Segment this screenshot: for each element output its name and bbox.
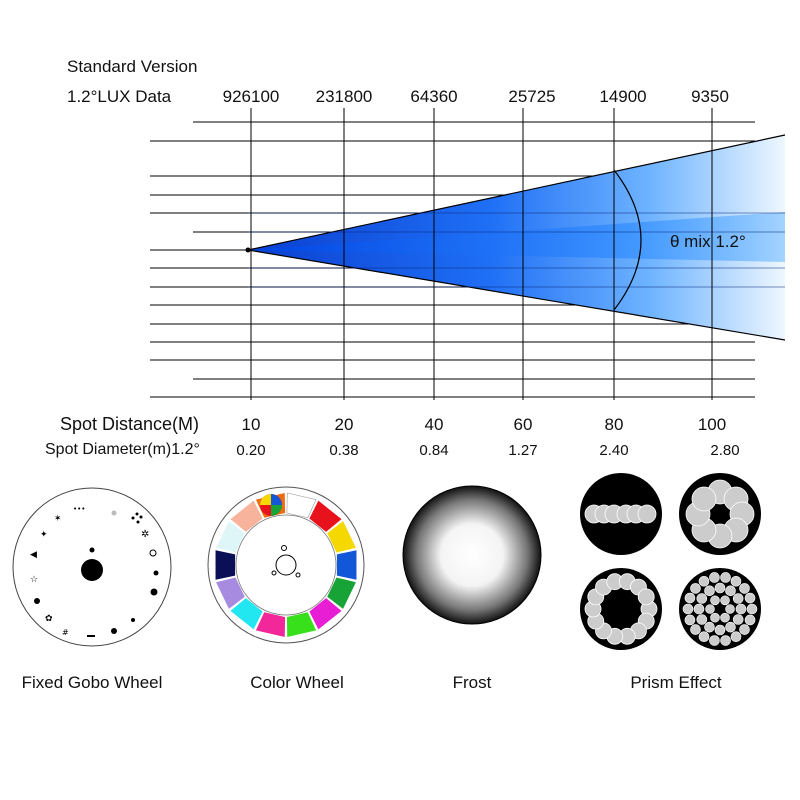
- beam-angle-label: θ mix 1.2°: [670, 232, 746, 251]
- beam-angle-arc: [613, 169, 642, 311]
- color-slot: [216, 577, 245, 609]
- prism-effect-label: Prism Effect: [630, 673, 722, 692]
- distance-value: 10: [241, 415, 261, 434]
- svg-text:✲: ✲: [141, 529, 149, 540]
- color-slot: [327, 577, 356, 609]
- diameter-value: 0.84: [419, 442, 449, 459]
- prism-effect: [580, 473, 761, 650]
- svg-text:☆: ☆: [30, 575, 38, 585]
- lux-value: 14900: [599, 87, 647, 106]
- beam-core: [248, 212, 785, 262]
- lux-value: 64360: [410, 87, 458, 106]
- gobo-wheel-label: Fixed Gobo Wheel: [21, 673, 163, 692]
- prism-concentric: [679, 568, 761, 650]
- fixed-gobo-wheel: ✲ # ✿ ☆ ◀ ✦ ✶ •••: [12, 487, 172, 647]
- svg-text:◀: ◀: [30, 550, 37, 560]
- prism-flower: [679, 473, 761, 555]
- diameter-value: 2.40: [599, 442, 629, 459]
- color-slot: [336, 550, 357, 580]
- prism-linear: [580, 473, 662, 555]
- color-slot: [327, 521, 356, 553]
- diameter-value: 0.38: [329, 442, 359, 459]
- diameter-value: 1.27: [508, 442, 538, 459]
- color-slot: [230, 500, 263, 532]
- color-slot: [286, 492, 317, 519]
- color-slot: [216, 521, 245, 553]
- color-wheel-label: Color Wheel: [250, 673, 344, 692]
- diameter-value: 0.20: [236, 442, 266, 459]
- spot-diameter-label: Spot Diameter(m)1.2°: [45, 441, 200, 458]
- color-wheel: [207, 486, 365, 644]
- lux-value: 9350: [691, 87, 729, 106]
- lux-value: 25725: [508, 87, 556, 106]
- color-slot: [309, 598, 342, 630]
- diameter-value: 2.80: [710, 442, 740, 459]
- distance-value: 20: [334, 415, 354, 434]
- color-slot: [309, 500, 342, 532]
- spot-distance-label: Spot Distance(M): [60, 414, 200, 434]
- beam-diagram: [150, 108, 786, 400]
- lux-value: 926100: [222, 87, 280, 106]
- frost-label: Frost: [452, 673, 492, 692]
- distance-value: 40: [424, 415, 444, 434]
- color-slot: [255, 612, 286, 637]
- svg-text:✶: ✶: [54, 514, 62, 524]
- distance-value: 80: [604, 415, 624, 434]
- lux-data-label: 1.2°LUX Data: [67, 87, 172, 106]
- distance-value: 100: [697, 415, 727, 434]
- color-slot: [215, 550, 236, 580]
- lux-value: 231800: [315, 87, 373, 106]
- frost-gobo: [402, 485, 542, 625]
- page-title: Standard Version: [67, 57, 198, 76]
- prism-ring: [580, 568, 662, 650]
- svg-text:•••: •••: [73, 505, 85, 513]
- svg-text:✿: ✿: [45, 614, 53, 624]
- color-slot: [230, 598, 263, 630]
- svg-text:#: #: [62, 628, 69, 637]
- distance-markers: [250, 108, 713, 400]
- distance-value: 60: [513, 415, 533, 434]
- color-slot: [286, 612, 317, 637]
- svg-text:✦: ✦: [40, 530, 48, 540]
